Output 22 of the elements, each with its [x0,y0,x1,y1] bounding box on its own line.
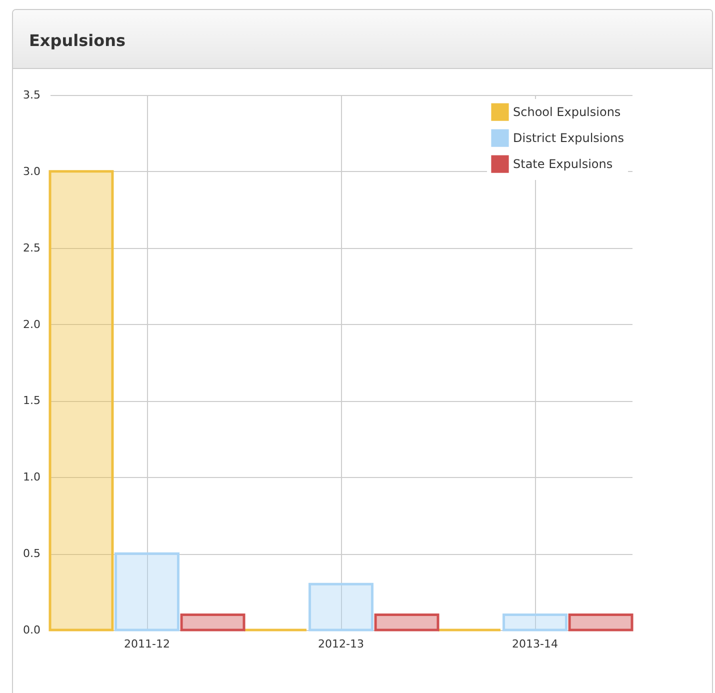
legend-label: District Expulsions [513,131,624,145]
x-tick-label: 2012-13 [318,638,364,650]
y-tick-label: 0.5 [23,547,40,560]
x-tick-label: 2013-14 [512,638,558,650]
y-tick-label: 0.0 [23,624,40,636]
y-tick-label: 3.5 [23,88,40,102]
y-tick-label: 3.0 [23,164,40,178]
y-tick-label: 1.0 [23,470,40,484]
bar [48,170,114,632]
y-tick-label: 2.0 [23,318,40,331]
bar [114,552,180,632]
bar [502,613,568,632]
chart-title: Expulsions [13,10,712,69]
bar [308,582,374,632]
y-tick-label: 1.5 [23,394,40,408]
legend-label: State Expulsions [513,157,613,171]
bar [568,613,634,632]
bar [180,613,246,632]
x-tick-label: 2011-12 [124,638,170,650]
y-tick-label: 2.5 [23,241,40,254]
bar [374,613,440,632]
legend-label: School Expulsions [513,105,621,119]
